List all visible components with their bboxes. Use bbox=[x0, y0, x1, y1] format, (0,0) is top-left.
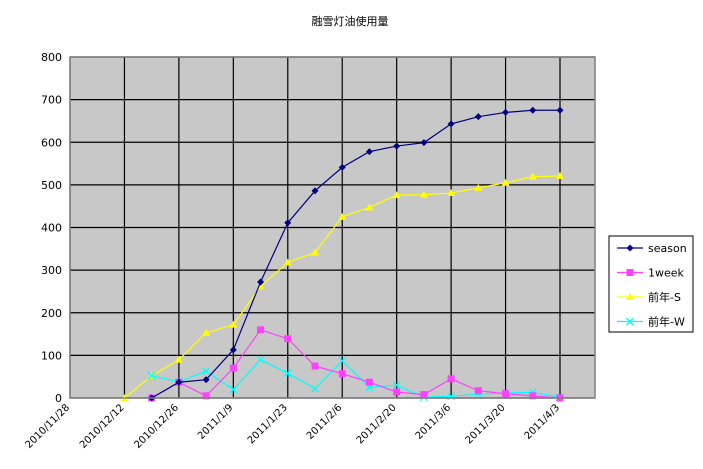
data-point bbox=[392, 381, 401, 390]
data-point bbox=[311, 384, 319, 393]
data-point bbox=[392, 191, 401, 199]
data-point bbox=[338, 370, 346, 378]
series-line-season bbox=[151, 109, 560, 399]
data-point bbox=[626, 244, 634, 252]
y-tick-label: 600 bbox=[41, 136, 62, 149]
data-point bbox=[528, 172, 537, 180]
legend-label: season bbox=[648, 242, 687, 255]
x-tick-label: 2010/11/28 bbox=[24, 402, 73, 451]
y-tick-label: 800 bbox=[41, 51, 62, 64]
data-point bbox=[365, 203, 374, 211]
y-tick-label: 300 bbox=[41, 264, 62, 277]
data-point bbox=[474, 183, 483, 191]
x-tick-label: 2011/2/20 bbox=[355, 402, 399, 446]
data-point bbox=[229, 385, 238, 394]
x-tick-label: 2011/3/6 bbox=[414, 402, 454, 442]
data-point bbox=[474, 113, 482, 121]
data-point bbox=[284, 219, 292, 227]
data-point bbox=[626, 269, 634, 276]
data-point bbox=[257, 326, 265, 334]
data-point bbox=[311, 362, 319, 370]
y-tick-label: 500 bbox=[41, 179, 62, 192]
series-line-1week bbox=[151, 329, 561, 399]
data-point bbox=[284, 335, 292, 343]
x-tick-label: 2010/12/26 bbox=[132, 402, 181, 451]
data-point bbox=[338, 356, 347, 365]
data-point bbox=[447, 120, 455, 128]
x-tick-label: 2011/1/23 bbox=[246, 402, 290, 446]
data-point bbox=[338, 163, 346, 171]
legend-label: 前年-W bbox=[648, 315, 685, 329]
data-point bbox=[420, 391, 428, 399]
data-point bbox=[202, 392, 210, 400]
data-point bbox=[257, 278, 265, 286]
x-tick-label: 2011/3/20 bbox=[464, 402, 508, 446]
data-point bbox=[175, 378, 183, 386]
data-point bbox=[529, 392, 537, 400]
series-line-前年-W bbox=[151, 358, 561, 398]
x-tick-label: 2010/12/12 bbox=[78, 402, 127, 451]
x-tick-label: 2011/1/9 bbox=[196, 402, 236, 442]
data-point bbox=[365, 378, 373, 386]
data-point bbox=[147, 371, 156, 380]
data-point bbox=[626, 317, 634, 326]
x-tick-label: 2011/2/6 bbox=[305, 402, 345, 442]
data-point bbox=[556, 106, 564, 114]
data-point bbox=[338, 212, 347, 220]
data-point bbox=[229, 346, 237, 354]
y-tick-label: 700 bbox=[41, 94, 62, 107]
data-point bbox=[202, 328, 211, 336]
data-point bbox=[474, 387, 482, 395]
legend-label: 前年-S bbox=[648, 290, 681, 304]
y-tick-label: 100 bbox=[41, 349, 62, 362]
data-point bbox=[556, 171, 564, 179]
data-point bbox=[447, 188, 456, 196]
data-point bbox=[365, 148, 373, 156]
y-tick-label: 0 bbox=[55, 392, 62, 405]
data-point bbox=[311, 248, 319, 256]
data-point bbox=[502, 390, 510, 398]
data-point bbox=[626, 293, 634, 300]
plot-border bbox=[69, 56, 596, 399]
data-point bbox=[420, 139, 428, 147]
data-point bbox=[202, 367, 211, 376]
data-point bbox=[419, 190, 428, 198]
data-point bbox=[393, 388, 401, 396]
y-tick-label: 200 bbox=[41, 307, 62, 320]
data-point bbox=[501, 178, 510, 186]
data-point bbox=[311, 187, 319, 195]
data-point bbox=[256, 355, 265, 364]
data-point bbox=[393, 142, 401, 150]
data-point bbox=[229, 364, 237, 372]
data-point bbox=[502, 108, 510, 116]
data-point bbox=[283, 258, 292, 266]
data-point bbox=[229, 320, 238, 328]
legend: season 1week 前年-S 前年-W bbox=[608, 235, 694, 333]
data-point bbox=[447, 375, 455, 383]
data-point bbox=[202, 376, 210, 384]
chart-title: 融雪灯油使用量 bbox=[312, 14, 389, 28]
x-tick-label: 2011/4/3 bbox=[523, 402, 563, 442]
data-point bbox=[174, 355, 183, 363]
legend-label: 1week bbox=[648, 267, 685, 280]
y-tick-label: 400 bbox=[41, 222, 62, 235]
data-point bbox=[529, 106, 537, 114]
data-point bbox=[283, 369, 292, 378]
